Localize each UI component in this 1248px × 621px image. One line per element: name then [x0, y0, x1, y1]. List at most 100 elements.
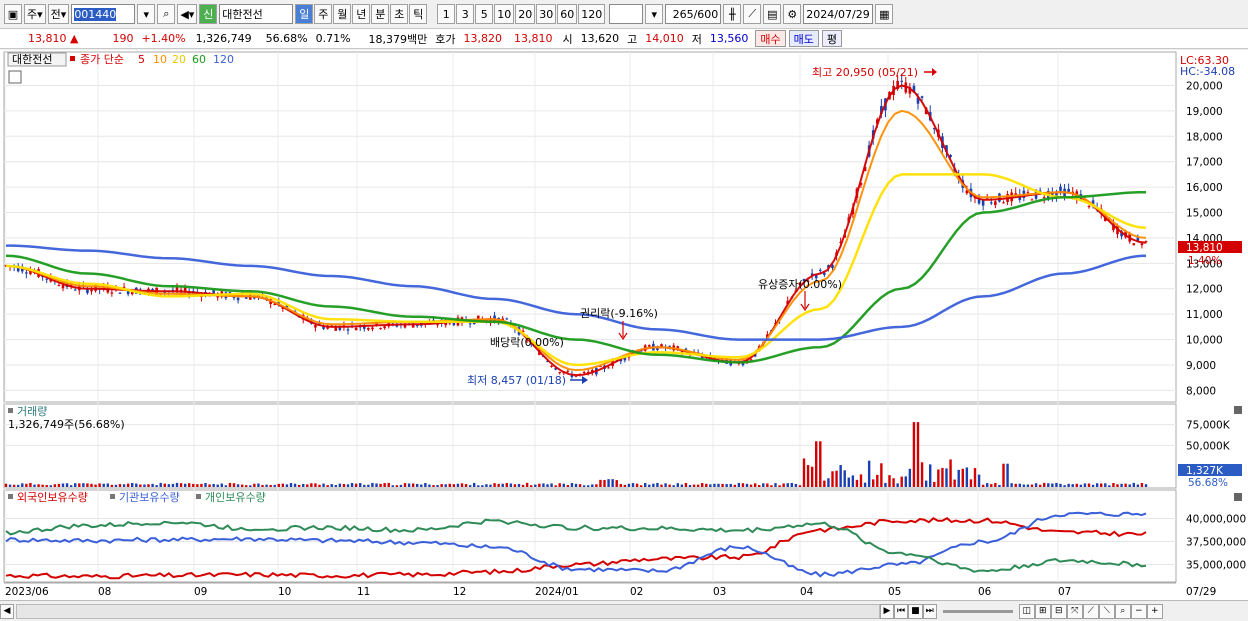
volume-bar	[399, 484, 403, 487]
tool-icon-3[interactable]: ⊟	[1050, 603, 1067, 619]
interval-tab-1[interactable]: 3	[456, 4, 475, 24]
volume-bar	[595, 484, 598, 487]
avg-button[interactable]: 평	[821, 30, 843, 47]
tool-icon-2[interactable]: ⊞	[1034, 603, 1051, 619]
volume-bar	[741, 483, 745, 487]
tool-icon-4[interactable]: ⤧	[1066, 603, 1083, 619]
sell-button[interactable]: 매도	[788, 30, 819, 47]
scroll-right-icon[interactable]: ▶	[880, 603, 894, 619]
volume-bar	[851, 475, 855, 487]
interval-tab-7[interactable]: 120	[578, 4, 606, 24]
volume-bar	[709, 484, 712, 487]
interval-dropdown-icon[interactable]: ▾	[645, 4, 664, 24]
period-tab-6[interactable]: 틱	[409, 4, 428, 24]
interval-tab-2[interactable]: 5	[475, 4, 494, 24]
volume-bar	[953, 479, 956, 487]
volume-current-pct: 56.68%	[1188, 477, 1228, 489]
volume-bar	[273, 484, 276, 487]
zoom-slider[interactable]	[942, 609, 1013, 613]
date-field[interactable]: 2024/07/29	[803, 4, 874, 24]
mode-badge[interactable]: 신	[199, 4, 218, 24]
volume-bar	[354, 483, 358, 487]
volume-bar	[725, 484, 728, 487]
save-icon[interactable]: ▤	[763, 4, 782, 24]
candle-body	[16, 265, 20, 272]
table-icon[interactable]	[8, 70, 22, 84]
volume-bar	[49, 485, 52, 487]
candle-body	[362, 325, 366, 329]
zoom-icon[interactable]: ⌕	[1114, 603, 1131, 619]
interval-tab-5[interactable]: 30	[536, 4, 557, 24]
tool-icon-6[interactable]: ⟍	[1098, 603, 1115, 619]
x-axis: 2023/06 08 09 10 11 12 2024/01 02 03 04 05 06 07 07/2…	[4, 582, 1216, 598]
buy-button[interactable]: 매수	[755, 30, 786, 47]
stop-icon[interactable]: ■	[908, 603, 923, 619]
price-chart[interactable]: 20,00019,00018,00017,00016,00015,00014,0…	[0, 50, 1248, 600]
volume-bar	[383, 483, 386, 487]
volume-bar	[371, 482, 374, 487]
period-tab-2[interactable]: 월	[333, 4, 352, 24]
calendar-icon[interactable]: ▦	[875, 4, 894, 24]
candle-body	[1091, 200, 1095, 205]
draw-icon[interactable]: ⟋	[743, 4, 762, 24]
code-dropdown-icon[interactable]: ▾	[137, 4, 156, 24]
capital-arrow-icon	[800, 291, 810, 312]
volume-bar	[810, 466, 814, 487]
stock-name-field[interactable]: 대한전선	[219, 4, 294, 24]
candle-body	[814, 274, 818, 279]
volume-bar	[188, 483, 191, 487]
volume-bar	[379, 483, 382, 487]
volume-bar	[758, 485, 761, 487]
gear-icon[interactable]: ⚙	[783, 4, 802, 24]
lc-value: LC:63.30	[1180, 54, 1229, 67]
volume-bar	[208, 484, 211, 487]
search-icon[interactable]: ⌕	[157, 4, 176, 24]
ma20-label: 20	[172, 53, 186, 66]
period-tab-3[interactable]: 년	[352, 4, 371, 24]
candle-icon[interactable]: ╫	[723, 4, 742, 24]
count-max: /600	[693, 7, 719, 21]
volume-bar	[619, 484, 622, 487]
period-tab-1[interactable]: 주	[314, 4, 333, 24]
speaker-icon[interactable]: ◀▾	[177, 4, 198, 24]
plus-icon[interactable]: +	[1146, 603, 1163, 619]
scroll-left-icon[interactable]: ◀	[0, 603, 14, 619]
candle-body	[90, 289, 93, 292]
volume-close-icon[interactable]	[1234, 406, 1242, 414]
volume-bar	[916, 422, 920, 487]
volume-bar	[623, 484, 627, 487]
stock-code-input[interactable]: 001440	[71, 4, 136, 24]
chart-area[interactable]: 20,000 19,000 18,000 17,000 16,000 15,000 14,0…	[0, 50, 1248, 600]
period-tab-0[interactable]: 일	[295, 4, 314, 24]
window-icon[interactable]: ▣	[4, 4, 22, 24]
minus-icon[interactable]: −	[1130, 603, 1147, 619]
candle-body	[151, 289, 154, 291]
volume-bar	[460, 483, 464, 487]
interval-tab-6[interactable]: 60	[557, 4, 578, 24]
period-tab-5[interactable]: 초	[390, 4, 409, 24]
count-field[interactable]: 265/600	[665, 4, 722, 24]
candle-body	[334, 326, 338, 331]
prev-select[interactable]: 전 ▾	[47, 4, 70, 24]
volume-bar	[949, 459, 952, 487]
first-icon[interactable]: ⏮	[894, 603, 909, 619]
holding-close-icon[interactable]	[1234, 493, 1242, 501]
interval-tab-4[interactable]: 20	[515, 4, 536, 24]
volume-bar	[1002, 463, 1005, 487]
period-tab-4[interactable]: 분	[371, 4, 390, 24]
volume-bar	[542, 483, 545, 487]
vol-y-tick-label: 75,000K	[1186, 420, 1231, 432]
tool-icon-5[interactable]: ⟋	[1082, 603, 1099, 619]
interval-tab-0[interactable]: 1	[437, 4, 456, 24]
tool-icon-1[interactable]: ◫	[1018, 603, 1035, 619]
interval-tab-3[interactable]: 10	[494, 4, 515, 24]
volume-bar	[171, 483, 175, 487]
type-select[interactable]: 주 ▾	[24, 4, 46, 24]
moving-averages	[5, 84, 1147, 377]
volume-bar	[517, 483, 521, 487]
x-tick-label: 06	[978, 586, 992, 598]
interval-field[interactable]	[609, 4, 644, 24]
chart-scrollbar[interactable]	[16, 603, 880, 619]
last-icon[interactable]: ⏭	[922, 603, 937, 619]
y-tick-label: 19,000	[1186, 106, 1223, 118]
